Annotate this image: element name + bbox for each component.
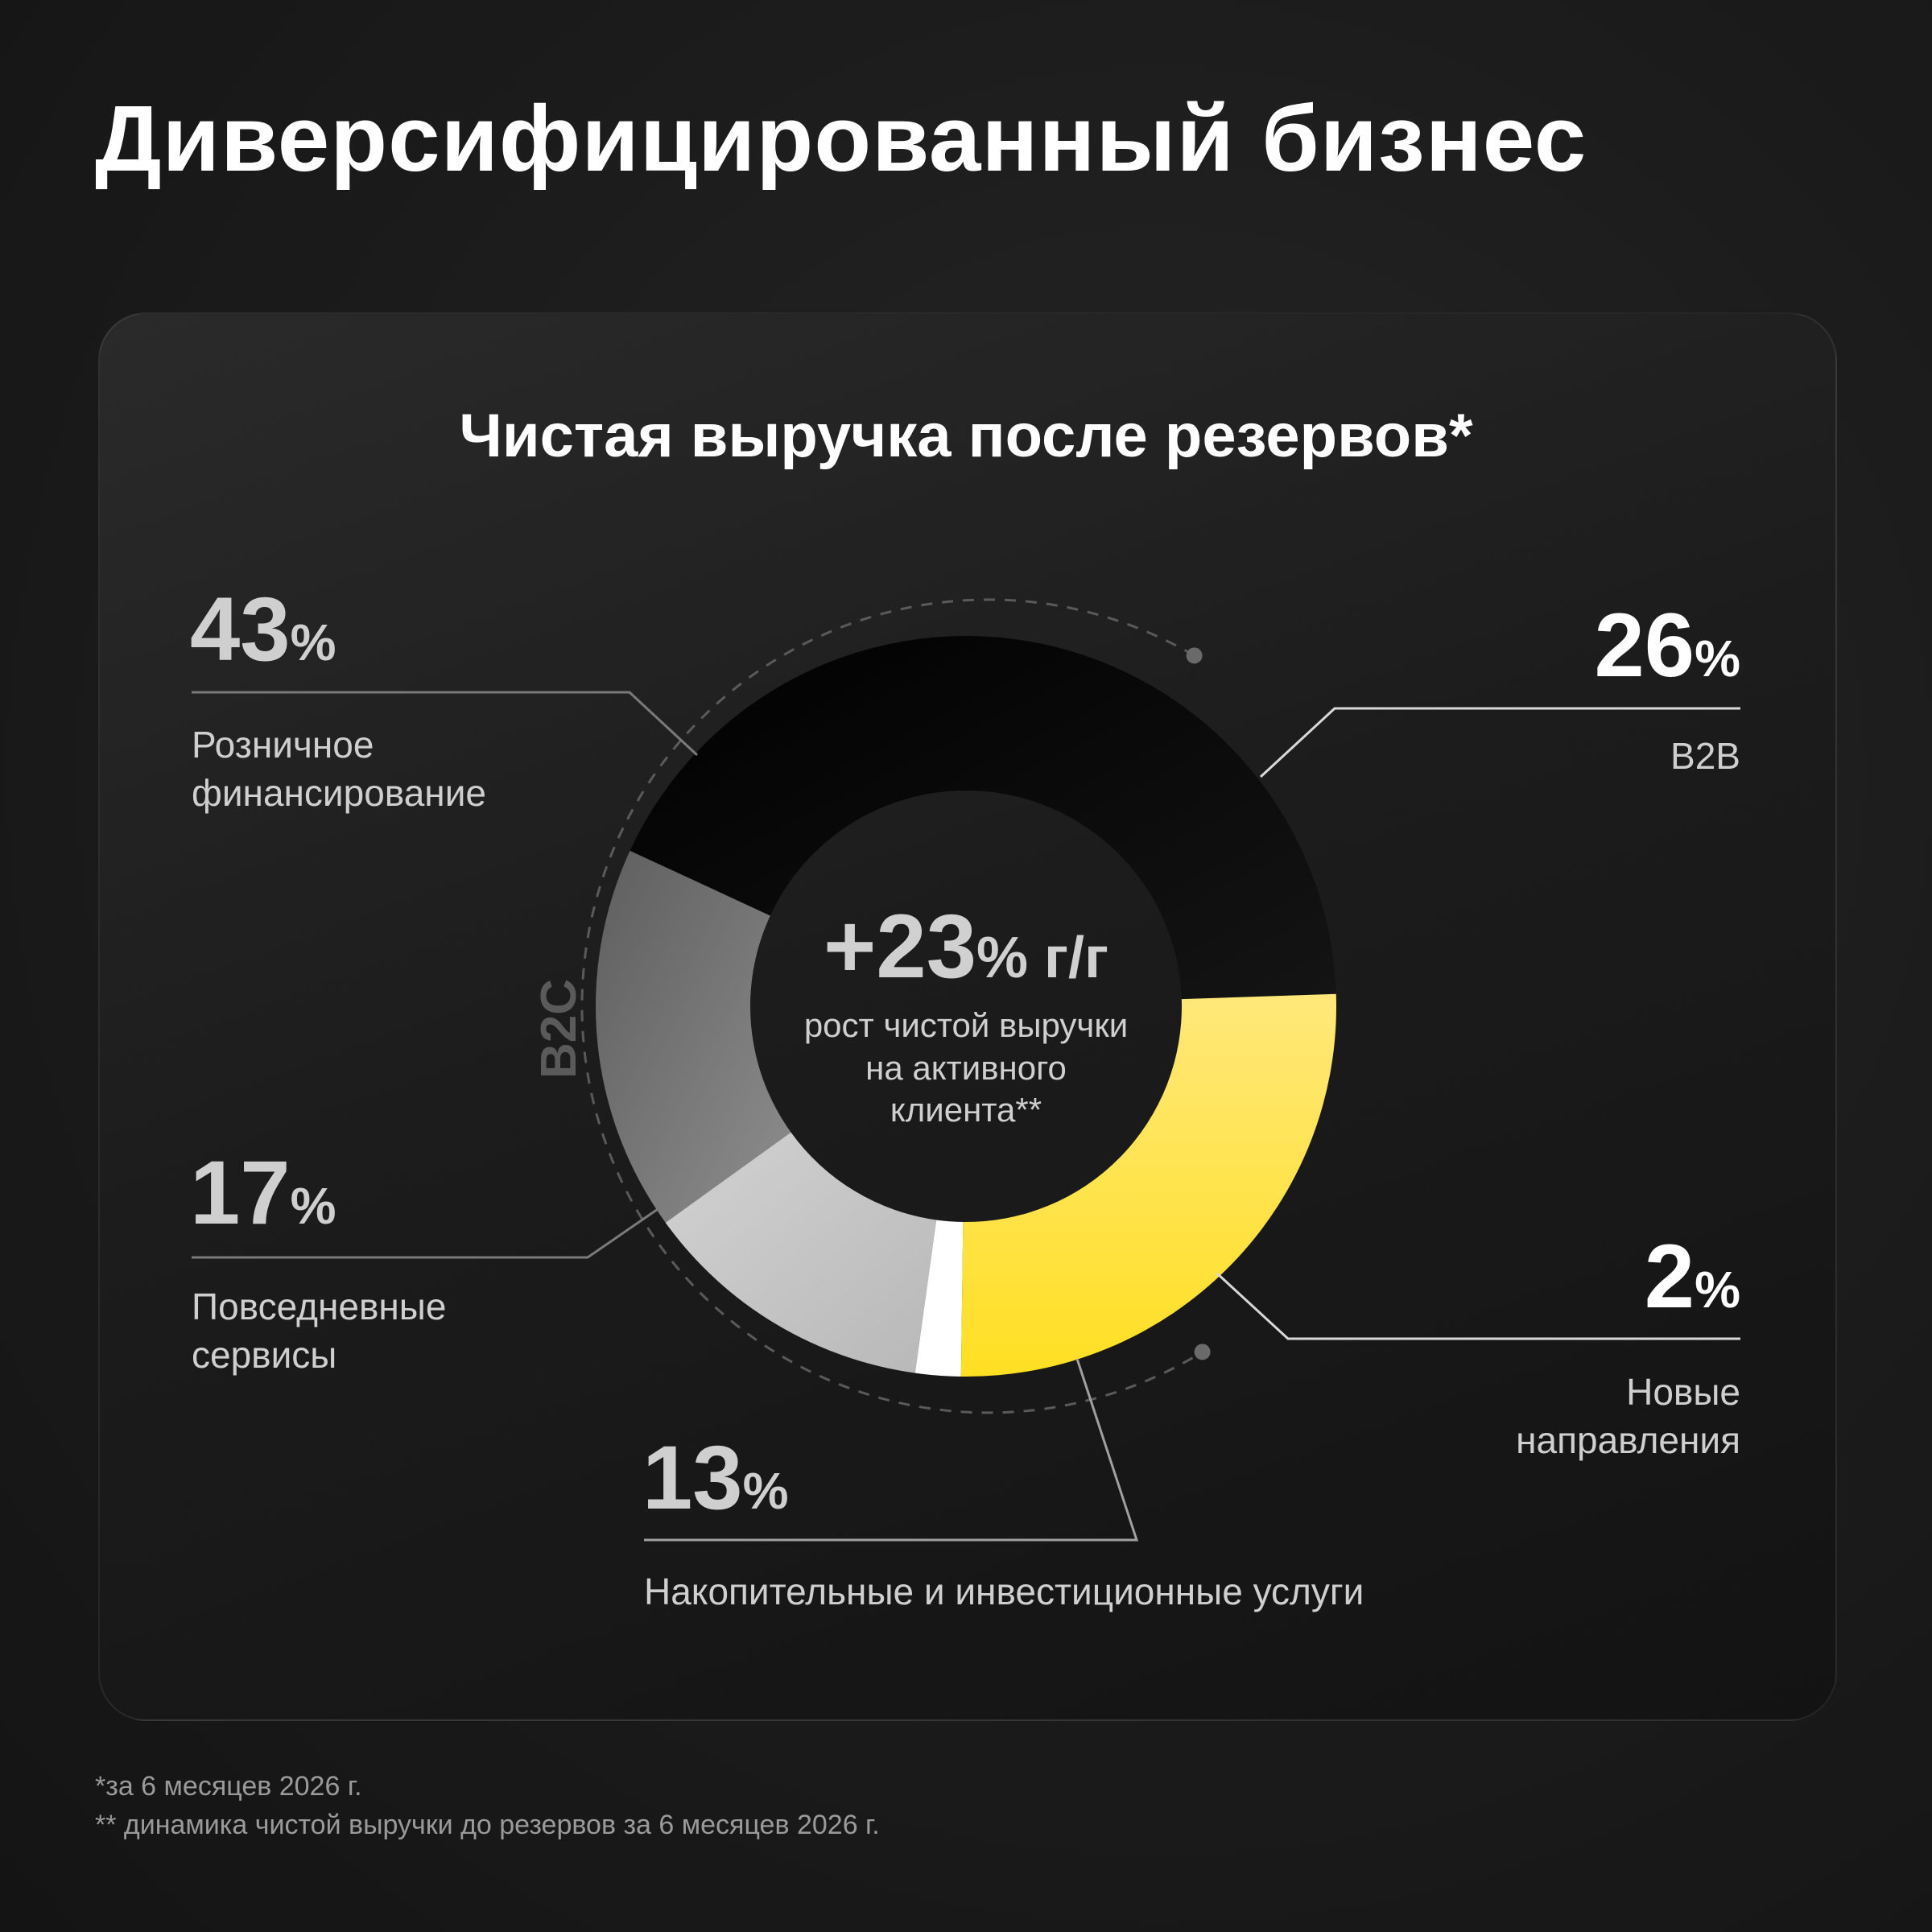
leader-line-savings [644, 1358, 1139, 1542]
chart-card [98, 312, 1837, 1721]
daily-label-line: сервисы [192, 1333, 337, 1376]
center-caption-line: на активного [865, 1048, 1067, 1087]
b2b-percent-sign: % [1695, 630, 1740, 687]
slice-new [914, 1220, 964, 1377]
leader-line-new [1216, 1272, 1740, 1340]
savings-label-line: Накопительные и инвестиционные услуги [644, 1571, 1364, 1612]
retail-percent: 43% [190, 584, 336, 675]
center-value-number: +23 [824, 896, 976, 997]
b2b-percent: 26% [1595, 601, 1740, 691]
retail-label-line: финансирование [192, 771, 486, 814]
slice-savings [665, 1132, 937, 1373]
slice-daily [596, 850, 791, 1223]
savings-percent: 13% [642, 1433, 788, 1523]
new-percent-sign: % [1695, 1261, 1740, 1319]
savings-percent-number: 13 [642, 1427, 743, 1528]
leader-line-b2b [1259, 707, 1740, 778]
leader-line-daily [192, 1206, 661, 1259]
daily-label-line: Повседневные [192, 1286, 447, 1327]
page-title: Диверсифицированный бизнес [95, 86, 1587, 191]
daily-label: Повседневные сервисы [192, 1283, 446, 1380]
chart-title: Чистая выручка после резервов* [459, 402, 1473, 470]
retail-percent-sign: % [290, 613, 336, 671]
daily-percent-sign: % [290, 1177, 336, 1235]
slice-b2b [960, 993, 1336, 1377]
retail-label: Розничное финансирование [192, 721, 486, 818]
b2b-label-line: B2B [1670, 735, 1740, 777]
b2b-percent-number: 26 [1594, 595, 1695, 696]
daily-percent-number: 17 [190, 1142, 291, 1243]
center-caption-line: рост чистой выручки [803, 1006, 1129, 1044]
slice-retail [630, 636, 1336, 1000]
center-value: +23% г/г [765, 902, 1167, 992]
new-label-line: Новые [1626, 1371, 1740, 1413]
b2b-label: B2B [1670, 733, 1740, 781]
arc-end-dot-bottom [1194, 1344, 1211, 1360]
arc-end-dot-top [1186, 647, 1203, 664]
savings-percent-sign: % [742, 1462, 789, 1520]
retail-percent-number: 43 [190, 579, 291, 679]
b2c-group-label: B2C [531, 978, 587, 1079]
b2c-dashed-arc [580, 598, 1203, 1414]
footnote-2: ** динамика чистой выручки до резервов з… [95, 1810, 880, 1840]
footnote-1: *за 6 месяцев 2026 г. [95, 1771, 362, 1802]
retail-label-line: Розничное [192, 724, 374, 766]
new-label: Новые направления [1516, 1368, 1740, 1465]
new-label-line: направления [1516, 1418, 1740, 1461]
daily-percent: 17% [190, 1148, 336, 1238]
new-percent-number: 2 [1644, 1226, 1695, 1327]
center-caption: рост чистой выручки на активного клиента… [749, 1005, 1183, 1132]
center-caption-line: клиента** [890, 1091, 1042, 1129]
savings-label: Накопительные и инвестиционные услуги [644, 1568, 1364, 1616]
new-percent: 2% [1645, 1232, 1740, 1322]
leader-line-retail [192, 691, 699, 757]
center-value-unit: % г/г [976, 926, 1108, 990]
